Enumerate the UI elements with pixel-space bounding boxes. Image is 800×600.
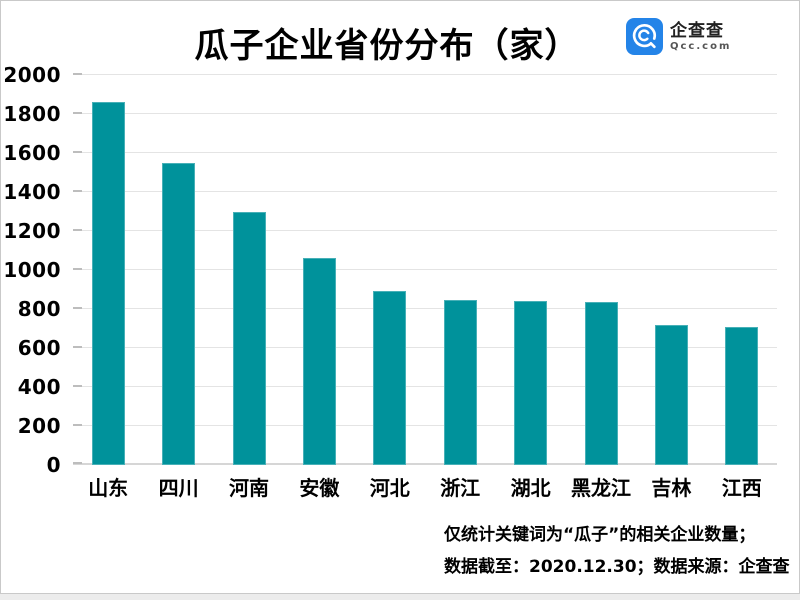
- y-axis-tick: [73, 307, 82, 309]
- x-tick-label-江西: 江西: [721, 476, 762, 500]
- bar-河南: [232, 211, 266, 465]
- y-axis-tick: [73, 346, 82, 348]
- x-tick-label-黑龙江: 黑龙江: [570, 476, 631, 500]
- qcc-logo: 企查查 Qcc.com: [626, 18, 731, 55]
- y-tick-label-1200: 1200: [3, 219, 61, 243]
- x-tick-label-安徽: 安徽: [299, 476, 340, 500]
- x-tick-label-湖北: 湖北: [510, 476, 551, 500]
- qcc-logo-icon: [626, 18, 663, 55]
- x-tick-label-河南: 河南: [228, 476, 269, 500]
- y-tick-label-1400: 1400: [3, 180, 61, 204]
- gridline-1800: [73, 112, 777, 114]
- x-tick-label-吉林: 吉林: [651, 476, 692, 500]
- x-tick-label-四川: 四川: [158, 476, 199, 500]
- bar-黑龙江: [584, 302, 618, 465]
- y-axis-tick: [73, 229, 82, 231]
- chart-title: 瓜子企业省份分布（家）: [194, 26, 580, 66]
- y-axis-tick: [73, 151, 82, 153]
- bar-江西: [725, 326, 759, 465]
- gridline-1000: [73, 268, 777, 270]
- footnote-line2: 数据截至：2020.12.30；数据来源：企查查: [444, 557, 790, 577]
- gridline-600: [73, 346, 777, 348]
- bar-吉林: [654, 324, 688, 465]
- gridline-400: [73, 385, 777, 387]
- bar-安徽: [302, 258, 336, 465]
- gridline-800: [73, 307, 777, 309]
- y-axis-tick: [73, 424, 82, 426]
- gridline-0: [73, 462, 777, 465]
- plot-area: [73, 73, 777, 465]
- x-axis-labels: 山东 四川 河南 安徽 河北 浙江 湖北 黑龙江 吉林 江西: [73, 476, 777, 502]
- gridline-200: [73, 424, 777, 426]
- y-axis-tick: [73, 268, 82, 270]
- y-tick-label-1600: 1600: [3, 141, 61, 165]
- y-tick-label-2000: 2000: [3, 63, 61, 87]
- gridline-1200: [73, 229, 777, 231]
- x-tick-label-河北: 河北: [369, 476, 410, 500]
- y-axis-tick: [73, 73, 82, 75]
- y-tick-label-600: 600: [17, 336, 61, 360]
- bar-四川: [162, 162, 196, 465]
- bar-河北: [373, 291, 407, 465]
- y-tick-label-800: 800: [17, 297, 61, 321]
- bar-浙江: [443, 300, 477, 465]
- footnote-line1: 仅统计关键词为“瓜子”的相关企业数量；: [444, 525, 756, 545]
- gridline-2000: [73, 73, 777, 75]
- y-tick-label-1800: 1800: [3, 102, 61, 126]
- gridline-1600: [73, 151, 777, 153]
- qcc-logo-name: 企查查: [670, 20, 724, 41]
- y-tick-label-1000: 1000: [3, 258, 61, 282]
- y-tick-label-400: 400: [17, 375, 61, 399]
- footnote: 仅统计关键词为“瓜子”的相关企业数量； 数据截至：2020.12.30；数据来源…: [444, 519, 790, 583]
- bar-山东: [91, 102, 125, 465]
- bar-湖北: [514, 301, 548, 465]
- y-axis-labels: 0 200 400 600 800 1000 1200 1400 1600 1800 2000: [1, 64, 65, 476]
- x-tick-label-浙江: 浙江: [440, 476, 481, 500]
- y-tick-label-0: 0: [46, 453, 61, 477]
- y-axis-tick: [73, 190, 82, 192]
- y-axis-tick: [73, 462, 82, 464]
- y-tick-label-200: 200: [17, 414, 61, 438]
- y-axis-tick: [73, 385, 82, 387]
- x-tick-label-山东: 山东: [88, 476, 129, 500]
- y-axis-tick: [73, 112, 82, 114]
- qcc-logo-domain: Qcc.com: [670, 40, 732, 52]
- qcc-logo-text: 企查查 Qcc.com: [670, 21, 731, 53]
- gridline-1400: [73, 190, 777, 192]
